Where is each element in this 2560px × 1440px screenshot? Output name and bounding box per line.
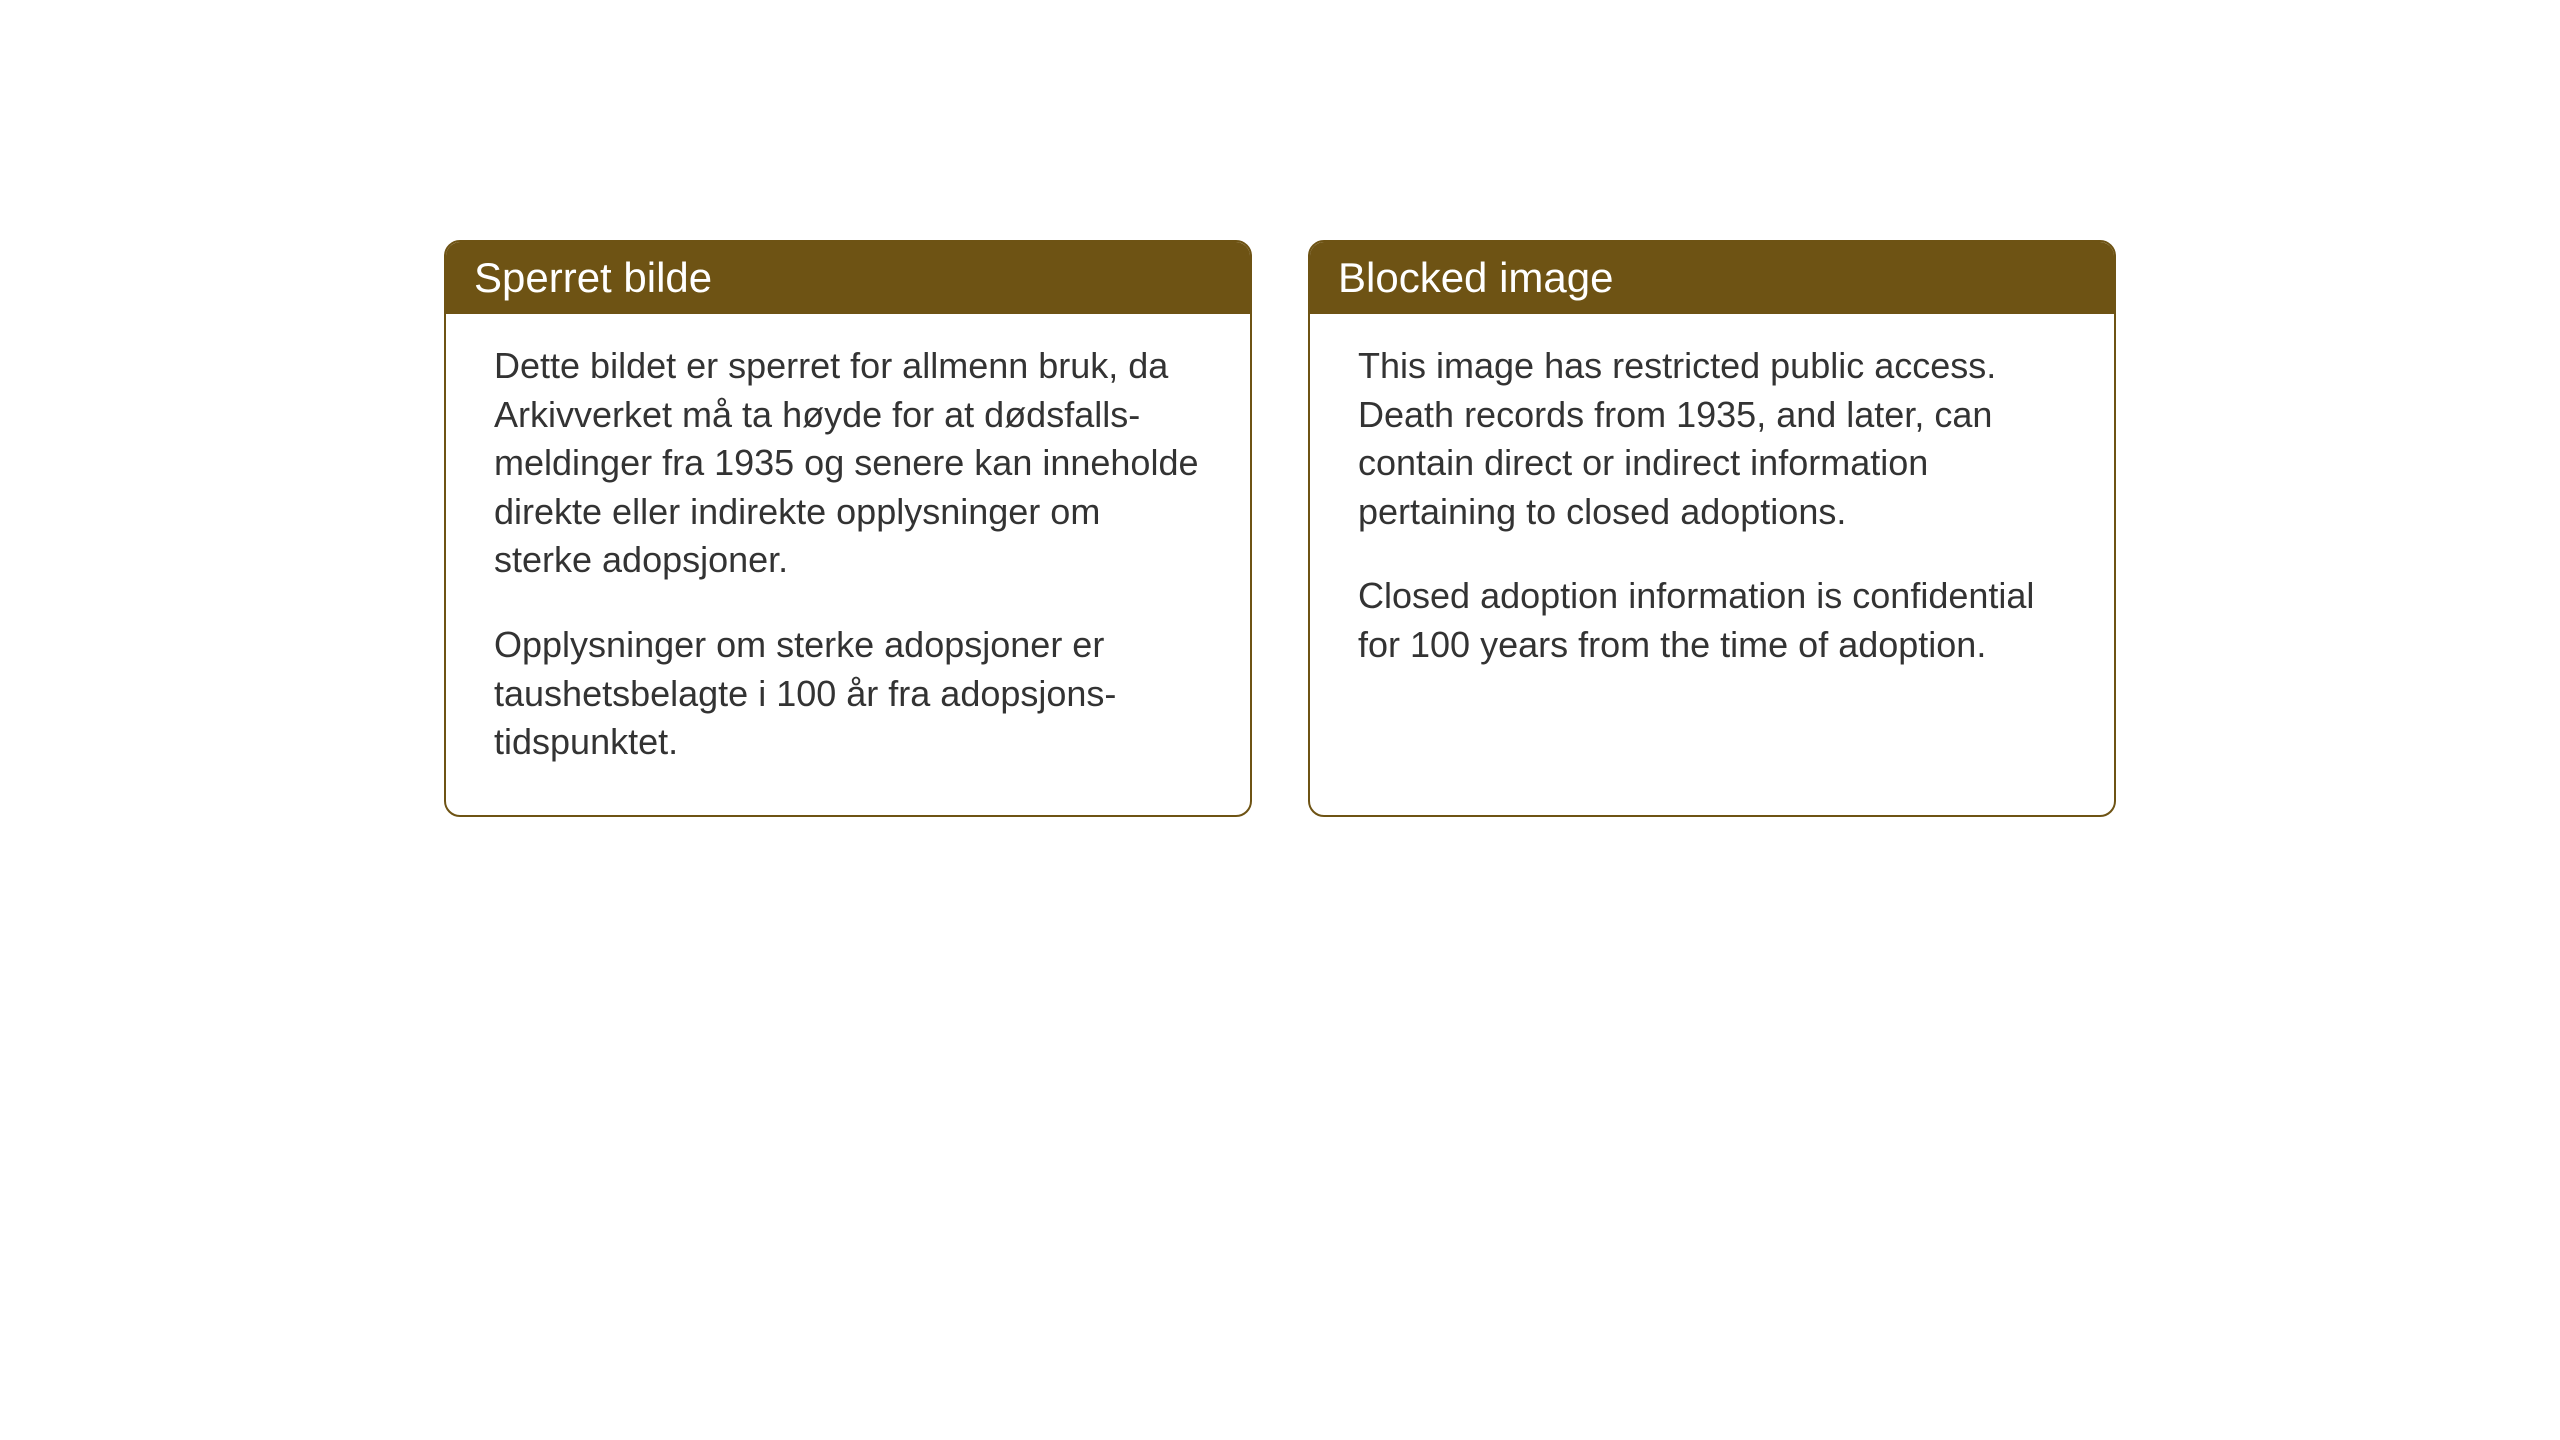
- card-paragraph-1-norwegian: Dette bildet er sperret for allmenn bruk…: [494, 342, 1202, 585]
- card-body-norwegian: Dette bildet er sperret for allmenn bruk…: [446, 314, 1250, 815]
- card-paragraph-2-norwegian: Opplysninger om sterke adopsjoner er tau…: [494, 621, 1202, 767]
- card-paragraph-1-english: This image has restricted public access.…: [1358, 342, 2066, 536]
- notice-card-english: Blocked image This image has restricted …: [1308, 240, 2116, 817]
- card-paragraph-2-english: Closed adoption information is confident…: [1358, 572, 2066, 669]
- card-body-english: This image has restricted public access.…: [1310, 314, 2114, 718]
- card-title-english: Blocked image: [1338, 254, 1613, 301]
- notice-card-norwegian: Sperret bilde Dette bildet er sperret fo…: [444, 240, 1252, 817]
- notice-container: Sperret bilde Dette bildet er sperret fo…: [444, 240, 2116, 817]
- card-title-norwegian: Sperret bilde: [474, 254, 712, 301]
- card-header-english: Blocked image: [1310, 242, 2114, 314]
- card-header-norwegian: Sperret bilde: [446, 242, 1250, 314]
